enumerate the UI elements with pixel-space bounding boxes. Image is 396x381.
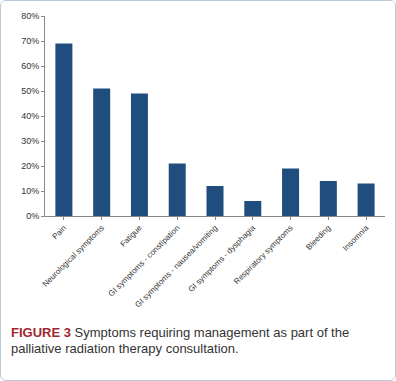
svg-text:Respiratory symptoms: Respiratory symptoms [232,223,295,286]
svg-text:Bleeding: Bleeding [304,223,332,251]
svg-text:80%: 80% [21,11,39,21]
svg-text:40%: 40% [21,111,39,121]
svg-text:GI symptoms - constipation: GI symptoms - constipation [107,223,182,298]
svg-text:GI symptoms - nausea/vomiting: GI symptoms - nausea/vomiting [133,223,219,309]
svg-text:50%: 50% [21,86,39,96]
svg-text:Insomnia: Insomnia [341,223,371,253]
svg-text:10%: 10% [21,186,39,196]
svg-text:20%: 20% [21,161,39,171]
svg-text:60%: 60% [21,61,39,71]
html-text:FIGURE 3 Symptoms requiring ma: FIGURE 3 Symptoms requiring management a… [11,325,350,356]
svg-text:Neurological symptoms: Neurological symptoms [41,223,106,288]
svg-text:GI symptoms - dysphagia: GI symptoms - dysphagia [187,223,258,294]
svg-text:Fatigue: Fatigue [118,223,144,249]
svg-text:70%: 70% [21,36,39,46]
svg-text:0%: 0% [26,211,39,221]
svg-text:Pain: Pain [50,223,68,241]
svg-text:30%: 30% [21,136,39,146]
